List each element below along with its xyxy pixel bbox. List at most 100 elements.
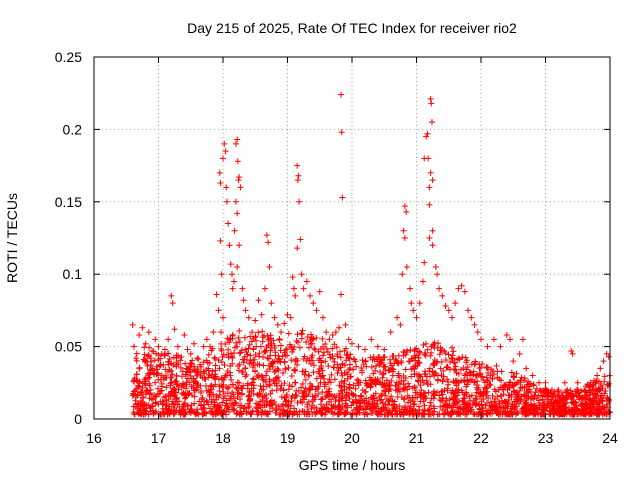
data-point [220,314,226,321]
data-point [166,409,173,416]
data-point [524,389,531,396]
data-point [200,410,207,417]
data-point [533,385,540,392]
data-point [437,403,444,410]
data-point [379,374,386,381]
data-point [264,333,271,340]
data-point [410,307,417,314]
data-point [265,362,272,369]
data-point [369,401,376,408]
data-point [134,392,141,399]
data-point [554,393,561,400]
data-point [538,388,545,395]
data-point [412,363,419,370]
data-point [223,198,230,205]
data-point [427,95,434,102]
data-point [171,393,178,400]
data-point [255,297,262,304]
data-point [465,378,472,385]
data-point [453,382,460,389]
data-point [503,332,510,339]
data-point [579,409,586,416]
data-point [344,404,351,411]
data-point [146,382,153,389]
data-point [144,362,151,369]
data-point [272,352,279,359]
data-point [229,353,236,360]
data-point [460,395,467,402]
data-point [147,355,154,362]
data-point [394,394,401,401]
data-point [445,307,452,314]
data-point [484,378,491,385]
data-point [277,342,284,349]
data-point [299,380,306,387]
data-point [378,396,385,403]
data-point [533,405,540,412]
data-point [162,374,169,381]
data-point [141,378,148,385]
data-point [559,411,566,418]
data-point [402,384,409,391]
data-point [273,374,280,381]
data-point [205,365,212,372]
data-point [426,368,433,375]
data-point [474,329,481,336]
data-point [330,364,337,371]
data-point [147,369,154,376]
data-point [175,382,182,389]
data-point [596,387,603,394]
data-point [326,408,333,415]
data-point [600,358,607,365]
data-point [414,351,421,358]
data-point [521,391,528,398]
data-point [409,355,416,362]
data-point [222,402,229,409]
data-point [137,398,144,405]
data-point [514,409,521,416]
data-point [338,129,345,136]
data-point [516,350,523,357]
data-point [428,119,435,126]
data-point [271,314,278,321]
data-point [556,404,563,411]
data-point [339,372,346,379]
data-point [309,336,316,343]
x-tick-label: 16 [86,430,102,446]
data-point [137,405,144,412]
data-point [419,278,426,285]
data-point [225,346,232,353]
data-point [249,408,256,415]
data-point [243,410,250,417]
data-point [564,386,571,393]
data-point [186,379,193,386]
data-point [484,384,491,391]
data-point [333,344,340,351]
data-point [383,396,390,403]
data-point [439,388,446,395]
data-point [331,393,338,400]
data-point [382,388,389,395]
data-point [308,405,315,412]
data-point [392,356,399,363]
data-point [480,392,487,399]
data-point [400,377,407,384]
data-point [399,271,406,278]
data-point [410,398,417,405]
data-point [368,364,375,371]
data-point [228,376,235,383]
data-point [218,382,225,389]
data-point [361,397,368,404]
data-point [406,383,413,390]
data-point [318,409,325,416]
data-point [269,358,276,365]
data-point [371,395,378,402]
data-point [291,366,298,373]
data-point [548,399,555,406]
data-point [227,335,234,342]
data-point [216,365,223,372]
data-point [263,372,270,379]
data-point [375,409,382,416]
data-point [597,365,604,372]
data-point [215,357,222,364]
